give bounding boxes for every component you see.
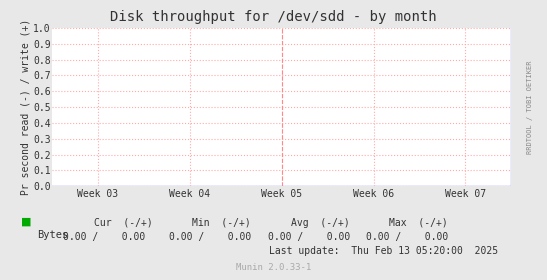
Text: Cur  (-/+): Cur (-/+) xyxy=(94,218,153,228)
Text: 0.00 /    0.00: 0.00 / 0.00 xyxy=(268,232,350,242)
Y-axis label: Pr second read (-) / write (+): Pr second read (-) / write (+) xyxy=(20,19,30,195)
Text: 0.00 /    0.00: 0.00 / 0.00 xyxy=(170,232,252,242)
Text: Max  (-/+): Max (-/+) xyxy=(389,218,448,228)
Text: Min  (-/+): Min (-/+) xyxy=(192,218,251,228)
Text: Last update:  Thu Feb 13 05:20:00  2025: Last update: Thu Feb 13 05:20:00 2025 xyxy=(269,246,498,256)
Text: ■: ■ xyxy=(21,216,31,226)
Text: 0.00 /    0.00: 0.00 / 0.00 xyxy=(366,232,449,242)
Text: Bytes: Bytes xyxy=(37,230,68,240)
Text: Munin 2.0.33-1: Munin 2.0.33-1 xyxy=(236,263,311,272)
Text: 0.00 /    0.00: 0.00 / 0.00 xyxy=(63,232,145,242)
Text: RRDTOOL / TOBI OETIKER: RRDTOOL / TOBI OETIKER xyxy=(527,60,533,154)
Text: Avg  (-/+): Avg (-/+) xyxy=(290,218,350,228)
Text: Disk throughput for /dev/sdd - by month: Disk throughput for /dev/sdd - by month xyxy=(110,10,437,24)
